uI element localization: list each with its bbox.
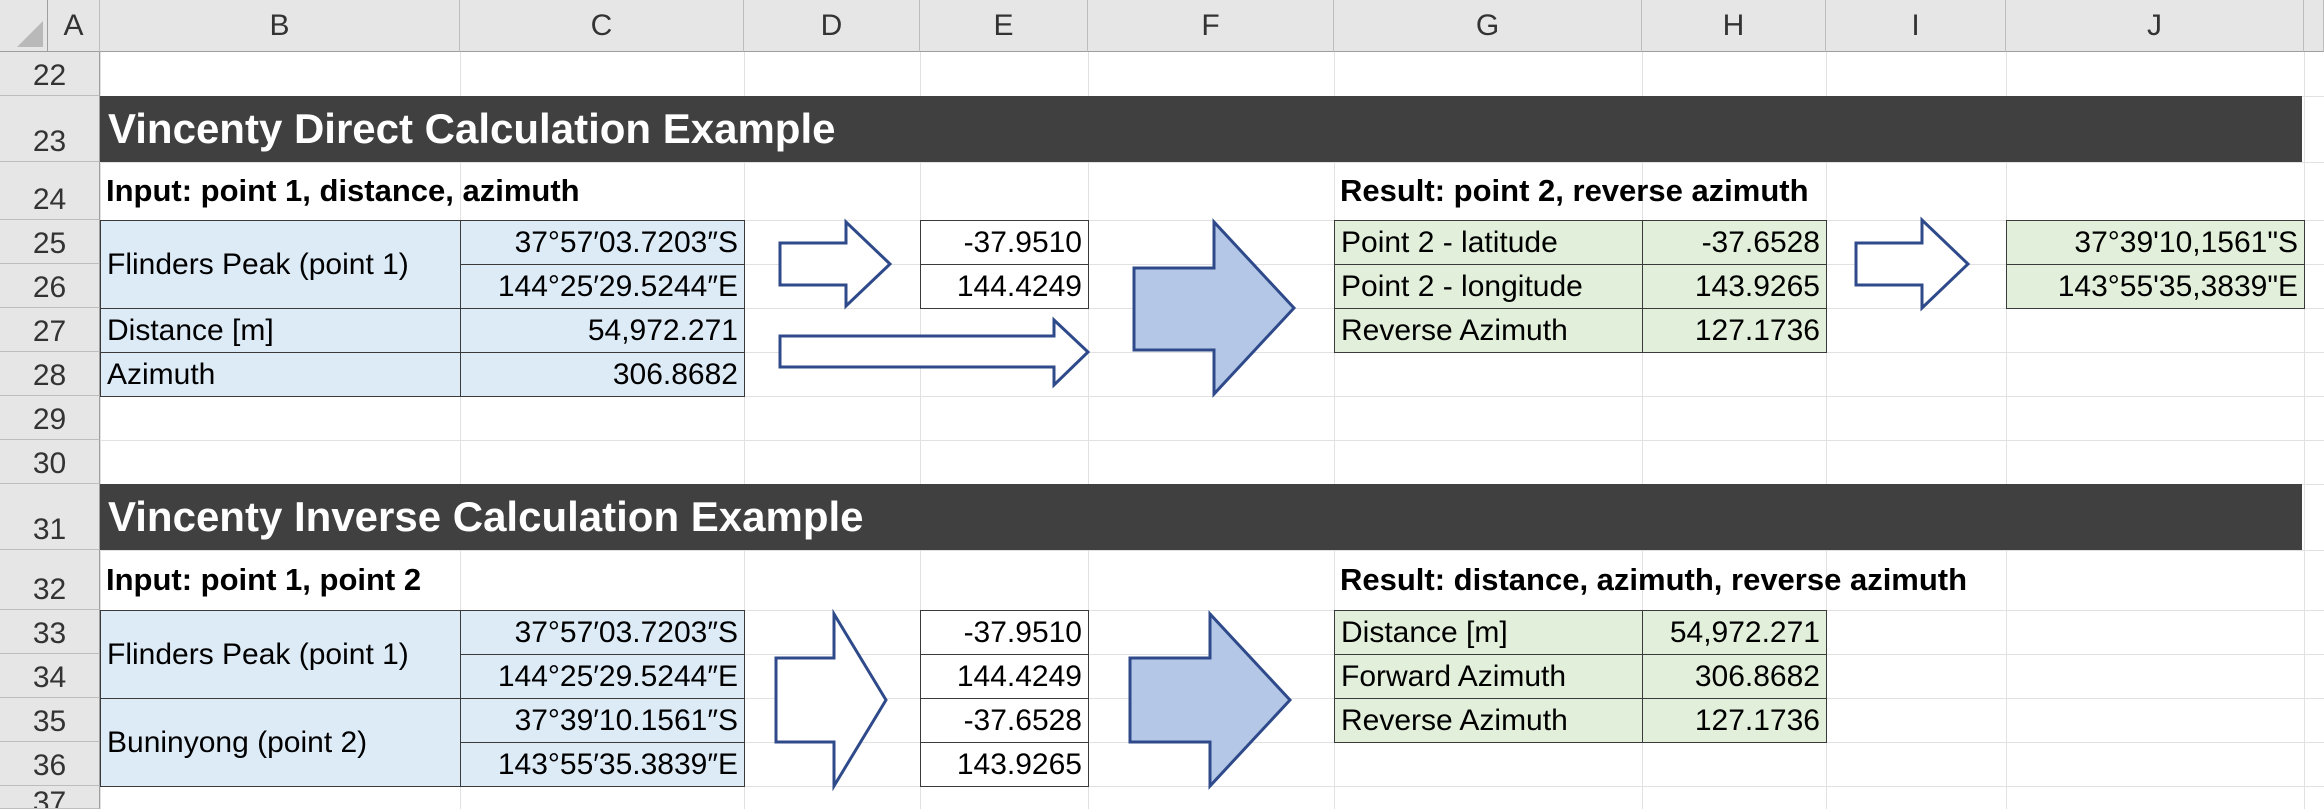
- inverse-point2-lon-cell[interactable]: 143°55′35.3839″E: [460, 742, 745, 787]
- gridline: [1088, 52, 1089, 809]
- column-header-f[interactable]: F: [1088, 0, 1334, 52]
- gridline: [100, 550, 2324, 551]
- column-header-h[interactable]: H: [1642, 0, 1826, 52]
- inverse-decimal-cell[interactable]: 143.9265: [920, 742, 1089, 787]
- direct-dms-lat-cell[interactable]: 37°39'10,1561"S: [2006, 220, 2305, 265]
- row-header-30[interactable]: 30: [0, 440, 100, 484]
- inverse-point1-lon-cell[interactable]: 144°25′29.5244″E: [460, 654, 745, 699]
- row-header-22[interactable]: 22: [0, 52, 100, 96]
- gridline: [744, 52, 745, 809]
- right-arrow-icon[interactable]: [778, 218, 893, 310]
- gridline: [100, 352, 2324, 353]
- gridline: [920, 52, 921, 809]
- inverse-point1-lat-cell[interactable]: 37°57′03.7203″S: [460, 610, 745, 655]
- select-all-triangle-icon: [17, 21, 43, 47]
- column-header-g[interactable]: G: [1334, 0, 1642, 52]
- inverse-title-banner: Vincenty Inverse Calculation Example: [100, 484, 2302, 550]
- row-header-26[interactable]: 26: [0, 264, 100, 308]
- column-header-i[interactable]: I: [1826, 0, 2006, 52]
- direct-decimal-lat-cell[interactable]: -37.9510: [920, 220, 1089, 265]
- inverse-result-value-cell[interactable]: 54,972.271: [1642, 610, 1827, 655]
- direct-point1-lon-cell[interactable]: 144°25′29.5244″E: [460, 264, 745, 309]
- direct-azimuth-value-cell[interactable]: 306.8682: [460, 352, 745, 397]
- direct-input-heading: Input: point 1, distance, azimuth: [106, 173, 580, 208]
- row-header-33[interactable]: 33: [0, 610, 100, 654]
- column-header-j[interactable]: J: [2006, 0, 2304, 52]
- row-header-35[interactable]: 35: [0, 698, 100, 742]
- inverse-input-heading: Input: point 1, point 2: [106, 562, 422, 597]
- row-header-24[interactable]: 24: [0, 162, 100, 220]
- row-header-25[interactable]: 25: [0, 220, 100, 264]
- right-arrow-icon[interactable]: [778, 316, 1091, 389]
- column-header-e[interactable]: E: [920, 0, 1088, 52]
- gridline: [100, 220, 2324, 221]
- inverse-result-value-cell[interactable]: 306.8682: [1642, 654, 1827, 699]
- gridline: [100, 162, 2324, 163]
- row-header-34[interactable]: 34: [0, 654, 100, 698]
- select-all-corner[interactable]: [0, 0, 48, 52]
- row-header-27[interactable]: 27: [0, 308, 100, 352]
- direct-title-banner: Vincenty Direct Calculation Example: [100, 96, 2302, 162]
- column-header-b[interactable]: B: [100, 0, 460, 52]
- row-header-29[interactable]: 29: [0, 396, 100, 440]
- right-arrow-icon[interactable]: [1854, 216, 1971, 312]
- gridline: [2006, 52, 2007, 809]
- direct-result-value-cell[interactable]: 143.9265: [1642, 264, 1827, 309]
- row-header-23[interactable]: 23: [0, 96, 100, 162]
- direct-result-heading: Result: point 2, reverse azimuth: [1340, 173, 1809, 208]
- direct-result-value-cell[interactable]: -37.6528: [1642, 220, 1827, 265]
- gridline: [100, 786, 2324, 787]
- inverse-result-label-cell[interactable]: Reverse Azimuth: [1334, 698, 1643, 743]
- row-header-31[interactable]: 31: [0, 484, 100, 550]
- inverse-decimal-cell[interactable]: -37.9510: [920, 610, 1089, 655]
- direct-azimuth-label-cell[interactable]: Azimuth: [100, 352, 461, 397]
- row-header-37[interactable]: 37: [0, 786, 100, 809]
- big-right-arrow-icon[interactable]: [1132, 218, 1297, 398]
- gridline: [100, 440, 2324, 441]
- big-right-arrow-icon[interactable]: [1128, 610, 1293, 790]
- direct-distance-value-cell[interactable]: 54,972.271: [460, 308, 745, 353]
- direct-result-label-cell[interactable]: Point 2 - latitude: [1334, 220, 1643, 265]
- gridline: [100, 52, 101, 809]
- gridline: [1334, 52, 1335, 809]
- inverse-result-value-cell[interactable]: 127.1736: [1642, 698, 1827, 743]
- gridline: [100, 264, 2324, 265]
- inverse-result-heading: Result: distance, azimuth, reverse azimu…: [1340, 562, 1968, 597]
- gridline: [1642, 52, 1643, 809]
- inverse-decimal-cell[interactable]: -37.6528: [920, 698, 1089, 743]
- inverse-point2-label-cell[interactable]: Buninyong (point 2): [100, 698, 461, 787]
- row-header-36[interactable]: 36: [0, 742, 100, 786]
- gridline: [1826, 52, 1827, 809]
- direct-point1-lat-cell[interactable]: 37°57′03.7203″S: [460, 220, 745, 265]
- column-header-a[interactable]: A: [48, 0, 100, 52]
- row-header-32[interactable]: 32: [0, 550, 100, 610]
- direct-point1-label-cell[interactable]: Flinders Peak (point 1): [100, 220, 461, 309]
- direct-decimal-lon-cell[interactable]: 144.4249: [920, 264, 1089, 309]
- column-header-c[interactable]: C: [460, 0, 744, 52]
- row-header-28[interactable]: 28: [0, 352, 100, 396]
- gridline: [460, 52, 461, 809]
- gridline: [100, 610, 2324, 611]
- column-header-d[interactable]: D: [744, 0, 920, 52]
- inverse-decimal-cell[interactable]: 144.4249: [920, 654, 1089, 699]
- direct-result-value-cell[interactable]: 127.1736: [1642, 308, 1827, 353]
- inverse-point2-lat-cell[interactable]: 37°39′10.1561″S: [460, 698, 745, 743]
- gridline: [2304, 52, 2305, 809]
- right-arrow-icon[interactable]: [774, 608, 888, 792]
- gridline: [100, 396, 2324, 397]
- direct-dms-lon-cell[interactable]: 143°55'35,3839"E: [2006, 264, 2305, 309]
- direct-distance-label-cell[interactable]: Distance [m]: [100, 308, 461, 353]
- inverse-point1-label-cell[interactable]: Flinders Peak (point 1): [100, 610, 461, 699]
- direct-result-label-cell[interactable]: Reverse Azimuth: [1334, 308, 1643, 353]
